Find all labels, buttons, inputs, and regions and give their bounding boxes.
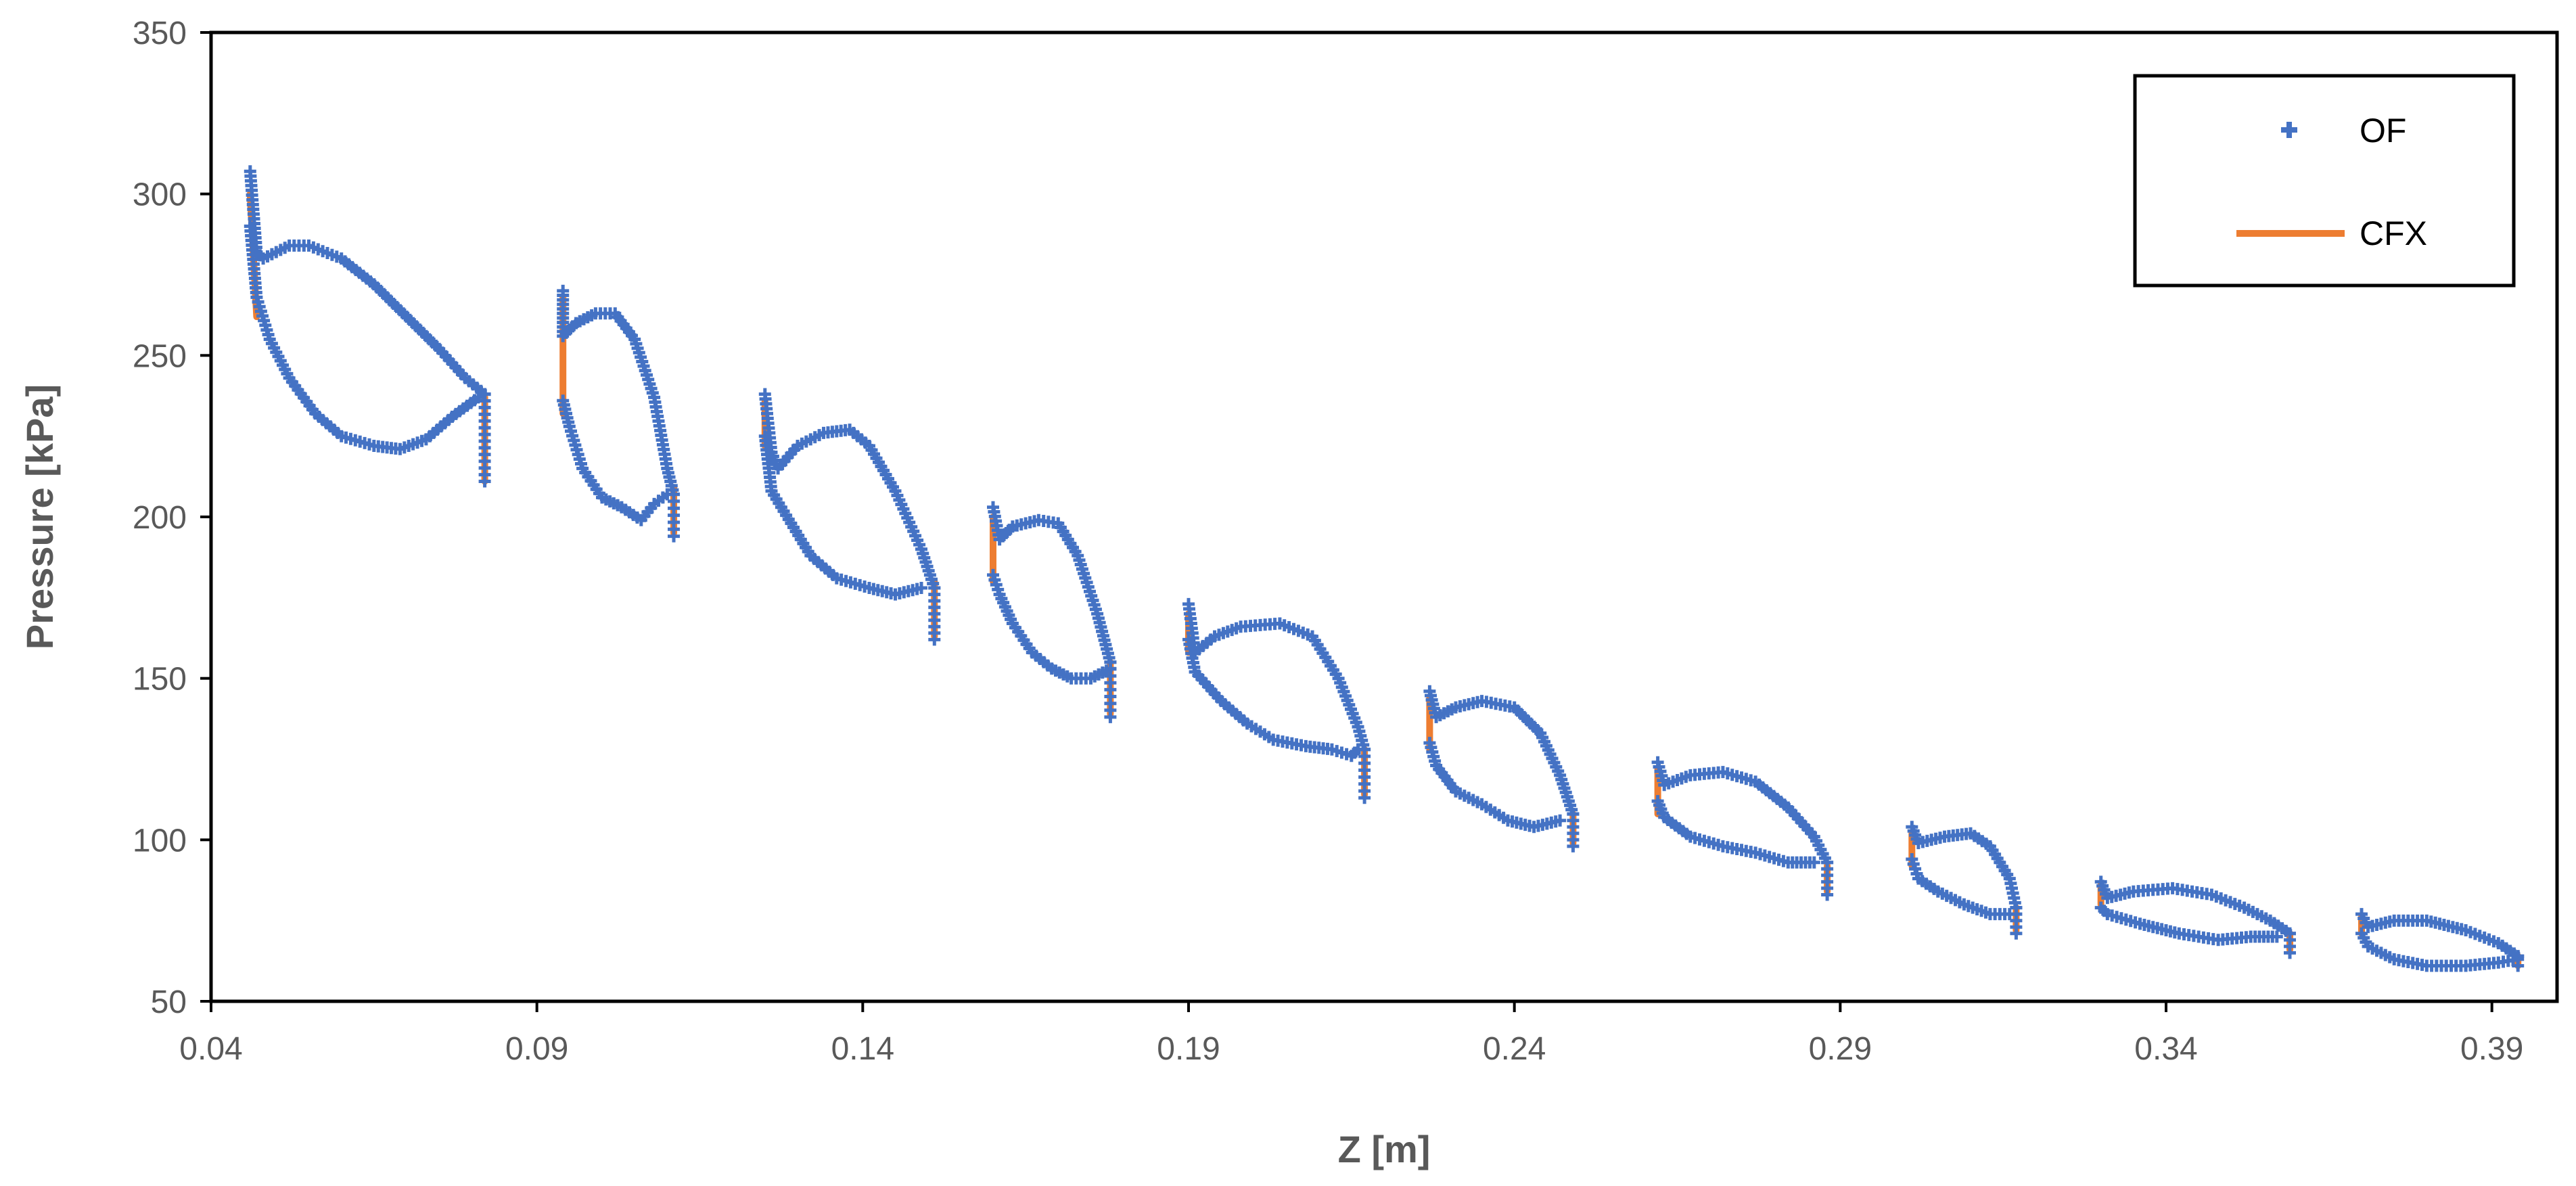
legend: OF CFX [2133,74,2516,288]
y-tick-label: 350 [133,16,187,51]
x-tick-label: 0.14 [831,1031,894,1067]
of-marker [2284,946,2296,959]
x-tick-label: 0.39 [2460,1031,2523,1067]
y-tick-label: 50 [151,984,187,1020]
x-tick-label: 0.24 [1483,1031,1546,1067]
x-axis-ticks: 0.04 0.09 0.14 0.19 0.24 0.29 0.34 0.39 [179,1001,2523,1067]
of-marker [915,582,927,594]
of-marker [928,633,941,646]
x-tick-label: 0.34 [2134,1031,2197,1067]
of-marker [1358,792,1371,804]
y-tick-label: 150 [133,662,187,698]
of-marker [668,530,680,543]
of-marker [2512,959,2525,972]
of-marker [1104,710,1117,723]
x-tick-label: 0.29 [1809,1031,1872,1067]
y-tick-label: 100 [133,823,187,859]
of-marker [478,475,491,488]
legend-box [2133,74,2516,288]
of-marker [1554,814,1567,827]
of-marker [1808,856,1820,869]
y-tick-label: 200 [133,500,187,536]
legend-cfx-label: CFX [2360,214,2427,252]
x-axis-title: Z [m] [1338,1128,1431,1170]
legend-of-marker [2281,122,2297,138]
y-axis-title: Pressure [kPa] [18,384,61,649]
of-marker [2010,927,2023,940]
y-tick-label: 300 [133,177,187,213]
of-marker [2270,930,2283,943]
x-tick-label: 0.09 [505,1031,568,1067]
x-tick-label: 0.19 [1157,1031,1220,1067]
y-axis-ticks: 50 100 150 200 250 300 350 [133,16,211,1020]
of-marker [1821,888,1834,901]
of-marker [472,391,484,404]
legend-of-label: OF [2360,112,2406,150]
of-marker [1567,840,1580,852]
y-tick-label: 250 [133,338,187,374]
of-series [244,165,2525,972]
x-tick-label: 0.04 [179,1031,242,1067]
